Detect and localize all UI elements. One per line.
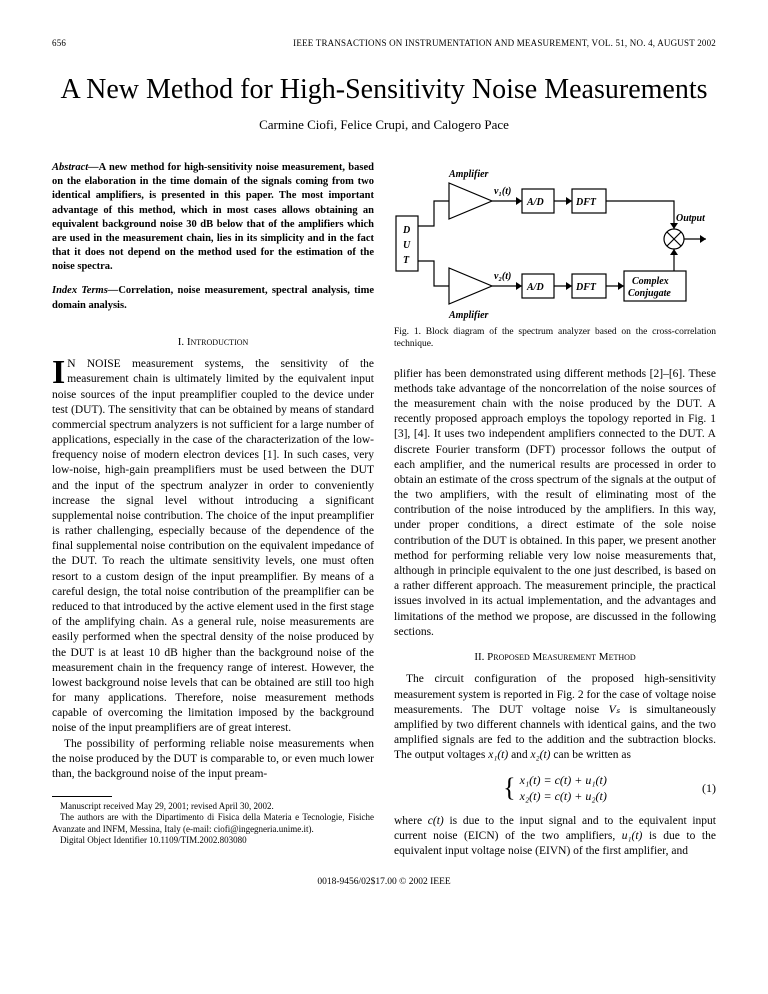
dut-t: T — [403, 255, 410, 266]
col2-para-2: The circuit configuration of the propose… — [394, 672, 716, 763]
abstract-text: A new method for high-sensitivity noise … — [52, 162, 374, 272]
paper-title: A New Method for High-Sensitivity Noise … — [52, 72, 716, 107]
journal-header: IEEE TRANSACTIONS ON INSTRUMENTATION AND… — [293, 38, 716, 48]
amplifier-top-label: Amplifier — [448, 169, 489, 180]
intro-para-1: IN NOISE measurement systems, the sensit… — [52, 357, 374, 736]
dft-top: DFT — [575, 197, 597, 208]
v1-label: v₁(t) — [494, 186, 511, 197]
eq1-line2: x₂(t) = c(t) + u₂(t) — [520, 789, 607, 805]
index-terms-label: Index Terms— — [52, 285, 118, 296]
figure-1: .bx{fill:#fff;stroke:#000;stroke-width:1… — [394, 161, 716, 321]
dropcap: I — [52, 357, 67, 387]
dft-bottom: DFT — [575, 282, 597, 293]
eq1-line1: x₁(t) = c(t) + u₁(t) — [520, 773, 607, 789]
col2-para-1: plifier has been demonstrated using diff… — [394, 367, 716, 640]
footnote-doi: Digital Object Identifier 10.1109/TIM.20… — [52, 835, 374, 846]
index-terms: Index Terms—Correlation, noise measureme… — [52, 284, 374, 312]
abstract-label: Abstract— — [52, 162, 99, 173]
figure-1-diagram: .bx{fill:#fff;stroke:#000;stroke-width:1… — [394, 161, 714, 321]
ad-bottom: A/D — [526, 282, 544, 293]
left-column: Abstract—A new method for high-sensitivi… — [52, 161, 374, 859]
eq1-number: (1) — [702, 781, 716, 797]
intro-para-2: The possibility of performing reliable n… — [52, 737, 374, 783]
two-column-body: Abstract—A new method for high-sensitivi… — [52, 161, 716, 859]
col2-para-3: where c(t) is due to the input signal an… — [394, 814, 716, 860]
equation-1: { x₁(t) = c(t) + u₁(t) x₂(t) = c(t) + u₂… — [394, 771, 716, 805]
output-label: Output — [676, 213, 706, 224]
dut-d: D — [402, 225, 410, 236]
abstract: Abstract—A new method for high-sensitivi… — [52, 161, 374, 274]
amplifier-bottom-label: Amplifier — [448, 310, 489, 321]
section-1-heading: I. Introduction — [52, 335, 374, 350]
footnotes: Manuscript received May 29, 2001; revise… — [52, 801, 374, 846]
section-2-heading: II. Proposed Measurement Method — [394, 650, 716, 665]
running-header: 656 IEEE TRANSACTIONS ON INSTRUMENTATION… — [52, 38, 716, 48]
footnote-manuscript: Manuscript received May 29, 2001; revise… — [52, 801, 374, 812]
page: 656 IEEE TRANSACTIONS ON INSTRUMENTATION… — [0, 0, 768, 917]
brace-icon: { — [503, 771, 515, 805]
copyright-line: 0018-9456/02$17.00 © 2002 IEEE — [52, 877, 716, 887]
footnote-affiliation: The authors are with the Dipartimento di… — [52, 812, 374, 835]
cc-top: Complex — [632, 276, 669, 287]
footnote-rule — [52, 796, 112, 797]
v2-label: v₂(t) — [494, 271, 511, 282]
page-number: 656 — [52, 38, 66, 48]
figure-1-caption: Fig. 1. Block diagram of the spectrum an… — [394, 327, 716, 351]
intro-para-1-text: N NOISE measurement systems, the sensiti… — [52, 358, 374, 734]
dut-u: U — [403, 240, 411, 251]
authors: Carmine Ciofi, Felice Crupi, and Caloger… — [52, 117, 716, 133]
cc-bottom: Conjugate — [628, 288, 671, 299]
right-column: .bx{fill:#fff;stroke:#000;stroke-width:1… — [394, 161, 716, 859]
ad-top: A/D — [526, 197, 544, 208]
